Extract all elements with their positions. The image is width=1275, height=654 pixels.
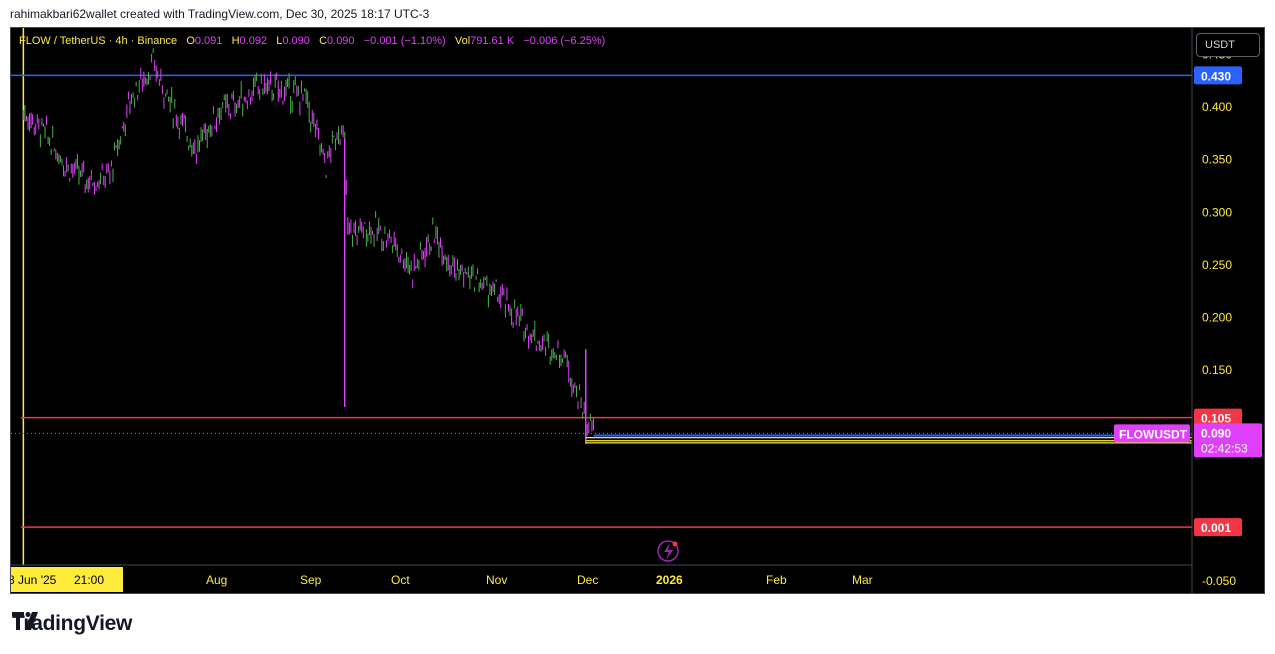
y-tick-label: 0.200 <box>1202 311 1232 325</box>
chart-caption: rahimakbari62wallet created with Trading… <box>10 7 430 21</box>
y-tick-label: 0.400 <box>1202 100 1232 114</box>
candles-group <box>22 48 594 436</box>
x-tick-label: 21:00 <box>74 573 104 587</box>
legend-open-label: O <box>186 35 195 47</box>
legend-open: 0.091 <box>194 35 223 47</box>
legend-vol-label: Vol <box>454 35 471 47</box>
legend-vol: 791.61 K <box>470 35 515 47</box>
y-tick-label: 0.250 <box>1202 258 1232 272</box>
legend-high: 0.092 <box>239 35 268 47</box>
x-tick-label: 2026 <box>656 573 683 587</box>
tradingview-brand: TradingView <box>12 612 133 635</box>
x-tick-label: Feb <box>766 573 787 587</box>
legend-low-label: L <box>276 35 283 47</box>
badge-0430: 0.430 <box>1201 69 1231 83</box>
legend-close-label: C <box>319 35 328 47</box>
x-tick-label: Dec <box>577 573 598 587</box>
tradingview-logo-icon <box>12 612 38 630</box>
lightning-event-icon <box>657 540 679 562</box>
legend-close: 0.090 <box>327 35 355 47</box>
badge-0001-bg <box>1194 518 1242 537</box>
legend-low: 0.090 <box>282 35 310 47</box>
currency-button[interactable]: USDT <box>1196 33 1260 57</box>
legend-high-label: H <box>231 35 240 47</box>
lightning-bolt-icon <box>664 543 673 560</box>
current-price-countdown: 02:42:53 <box>1201 441 1248 455</box>
x-tick-label: 8 Jun '25 <box>11 573 57 587</box>
tradingview-logo[interactable]: TradingView <box>12 612 132 636</box>
chart-frame[interactable]: 0.4500.4000.3500.3000.2500.2000.1500.080… <box>10 27 1265 594</box>
x-tick-label: Nov <box>486 573 507 587</box>
badge-0430-bg <box>1194 66 1242 85</box>
badge-0105: 0.105 <box>1201 412 1231 426</box>
legend-change: −0.001 (−1.10%) <box>363 35 446 47</box>
y-tick-label: -0.050 <box>1202 574 1236 588</box>
symbol-tag: FLOWUSDT <box>1119 427 1188 441</box>
x-tick-label: Oct <box>391 573 410 587</box>
lightning-dot-icon <box>672 541 678 547</box>
x-tick-label: Mar <box>852 573 873 587</box>
x-tick-label: Sep <box>300 573 322 587</box>
current-price-badge-bg <box>1194 423 1262 458</box>
vertical-marker-date-bg <box>11 567 123 592</box>
chart-legend: FLOW / TetherUS · 4h · Binance O0.091 H0… <box>19 35 605 47</box>
legend-vol-change: −0.006 (−6.25%) <box>523 35 606 47</box>
y-tick-label: 0.300 <box>1202 205 1232 219</box>
symbol-tag-bg <box>1114 424 1190 443</box>
x-tick-label: Aug <box>206 573 227 587</box>
legend-symbol: FLOW / TetherUS · 4h · Binance <box>19 35 178 47</box>
y-tick-label: 0.150 <box>1202 363 1232 377</box>
badge-0001: 0.001 <box>1201 521 1231 535</box>
badge-0105-bg <box>1194 408 1242 427</box>
price-chart[interactable]: 0.4500.4000.3500.3000.2500.2000.1500.080… <box>11 28 1265 594</box>
current-price-value: 0.090 <box>1201 426 1231 440</box>
y-tick-label: 0.350 <box>1202 153 1232 167</box>
